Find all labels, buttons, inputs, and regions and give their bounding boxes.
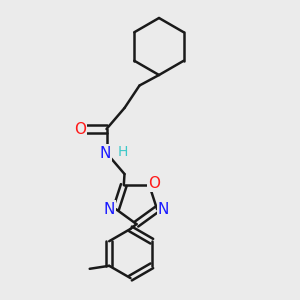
Text: N: N [158,202,169,217]
Text: N: N [104,202,115,217]
Text: N: N [99,146,111,160]
Text: O: O [148,176,160,191]
Text: H: H [118,145,128,158]
Text: O: O [74,122,86,136]
